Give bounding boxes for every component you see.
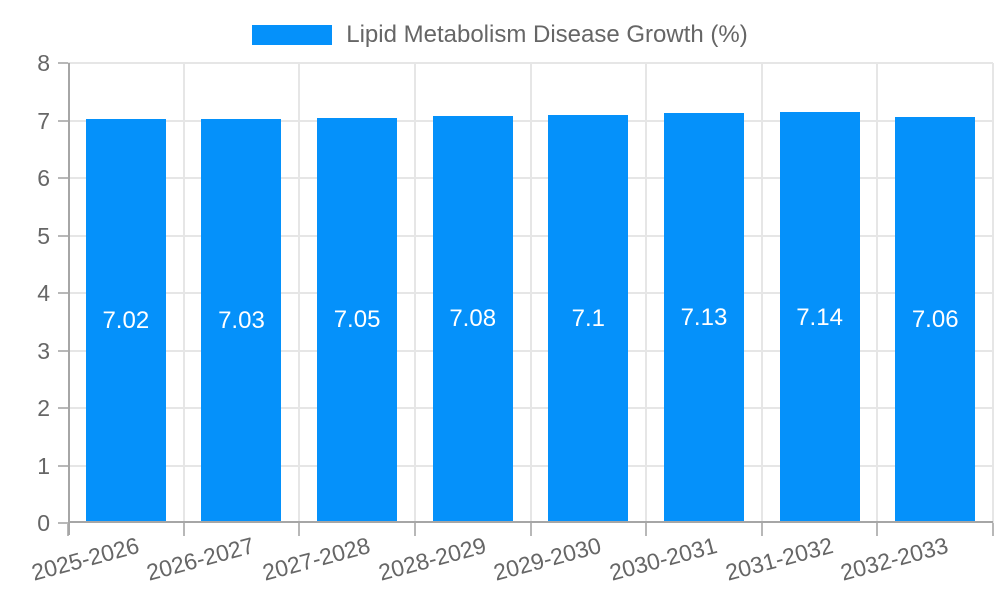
v-gridline [529,63,532,523]
x-tick-label: 2032-2033 [837,532,951,586]
y-tick-mark [58,234,68,237]
v-gridline [992,63,994,523]
y-tick-label: 6 [37,165,50,191]
y-tick-label: 2 [37,395,50,421]
legend[interactable]: Lipid Metabolism Disease Growth (%) [0,21,1000,49]
y-tick-label: 3 [37,337,50,364]
v-gridline [413,63,416,523]
bar[interactable] [548,114,629,523]
y-tick-mark [58,407,68,409]
y-tick-mark [58,464,68,467]
x-tick-mark [413,523,416,536]
x-tick-mark [760,523,763,536]
y-tick-mark [58,522,68,524]
x-tick-mark [182,523,185,536]
y-tick-label: 0 [37,510,50,536]
x-tick-mark [992,523,994,536]
bar-value-label: 7.02 [102,307,150,335]
bar-value-label: 7.13 [680,304,728,331]
x-tick-label: 2028-2029 [375,532,489,586]
y-tick-label: 7 [37,107,50,134]
plot-area: 7.02 7.03 7.05 7.08 7.1 7.13 7.14 7.06 [68,62,994,535]
bar[interactable] [895,117,976,523]
bar[interactable] [663,113,744,523]
x-tick-label: 2027-2028 [259,532,373,586]
y-axis-line [68,63,70,535]
x-tick-mark [645,523,648,536]
bar-value-label: 7.14 [796,303,843,331]
bar-value-label: 7.05 [333,306,381,334]
bar[interactable] [85,119,166,523]
x-tick-mark [529,523,532,536]
bar[interactable] [779,112,860,523]
x-tick-label: 2026-2027 [144,532,258,586]
x-tick-label: 2025-2026 [28,532,142,586]
y-tick-mark [58,119,68,122]
bar-value-label: 7.1 [571,304,605,332]
y-tick-mark [58,349,68,352]
y-tick-label: 1 [37,452,50,479]
y-tick-mark [58,292,68,294]
x-axis-line [68,521,993,523]
y-tick-label: 4 [37,280,50,306]
y-tick-mark [58,62,68,64]
x-tick-mark [298,523,301,536]
y-tick-mark [58,177,68,179]
bar-value-label: 7.03 [218,306,265,334]
x-tick-label: 2029-2030 [491,532,605,586]
x-tick-mark [876,523,879,536]
bar[interactable] [317,117,398,523]
v-gridline [298,63,301,523]
v-gridline [182,63,185,523]
legend-label: Lipid Metabolism Disease Growth (%) [346,21,748,48]
v-gridline [876,63,879,523]
y-tick-label: 5 [37,222,50,249]
y-tick-label: 8 [37,50,50,76]
bar[interactable] [201,118,282,523]
legend-swatch-icon[interactable] [252,25,333,45]
v-gridline [760,63,763,523]
x-tick-label: 2030-2031 [606,532,720,586]
bar-value-label: 7.08 [449,305,497,333]
bar-value-label: 7.06 [911,306,959,334]
bar[interactable] [432,115,513,523]
x-tick-label: 2031-2032 [722,532,836,586]
v-gridline [645,63,648,523]
